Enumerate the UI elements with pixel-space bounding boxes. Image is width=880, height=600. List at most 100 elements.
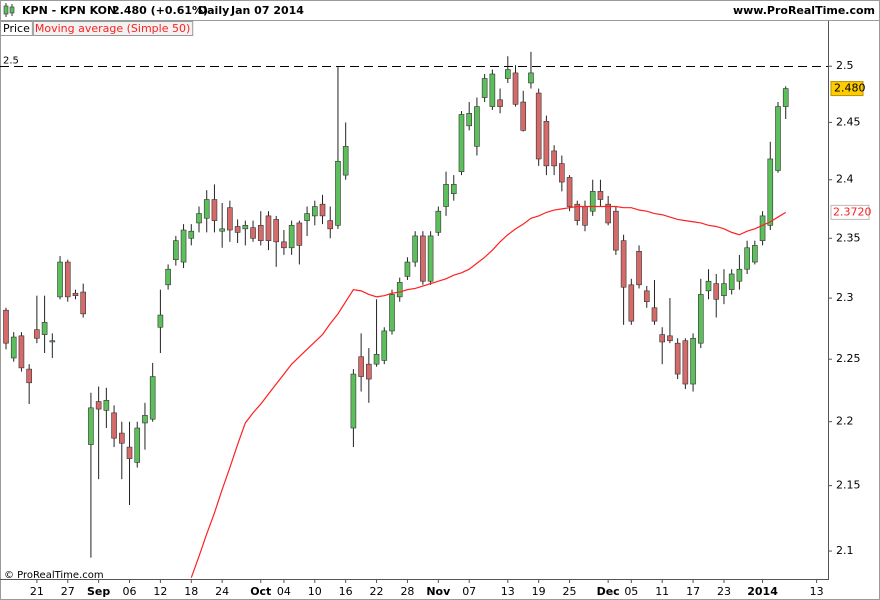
candle-body <box>41 322 48 335</box>
candle-body <box>165 268 171 286</box>
candle-body <box>196 213 202 224</box>
candle-body <box>481 78 488 98</box>
last-price-box <box>830 81 864 97</box>
x-tick-label: 16 <box>339 585 353 598</box>
x-tick-label: 23 <box>717 585 731 598</box>
candle-body <box>26 368 32 384</box>
candle-body <box>420 235 426 282</box>
y-tick-label: 2.25 <box>836 352 861 365</box>
candle-body <box>18 335 25 369</box>
period: Daily <box>198 4 229 17</box>
plot <box>0 51 828 578</box>
candle-body <box>736 268 743 282</box>
candle-body <box>34 329 40 339</box>
y-tick-label: 2.3 <box>836 291 854 304</box>
date: Jan 07 2014 <box>230 4 304 17</box>
candle-body <box>273 219 280 243</box>
candle-body <box>250 227 256 239</box>
x-tick-label: Dec <box>597 585 620 598</box>
y-tick-label: 2.35 <box>836 231 861 244</box>
hline-label: 2.5 <box>3 56 19 67</box>
candle-body <box>489 73 496 107</box>
candle-body <box>49 340 56 343</box>
candle-body <box>759 215 766 241</box>
candle-body <box>512 72 519 105</box>
candle-body <box>327 220 334 230</box>
candle-body <box>80 291 86 315</box>
candle-body <box>450 184 457 194</box>
candle-body <box>227 207 233 231</box>
ma-line <box>190 205 787 578</box>
candle-body <box>366 363 372 380</box>
candle-body <box>682 340 689 385</box>
x-tick-label: 2014 <box>747 585 778 598</box>
x-tick-label: 07 <box>462 585 476 598</box>
candle-body <box>605 203 611 224</box>
legend-price: Price <box>3 22 30 35</box>
x-tick-label: 06 <box>123 585 137 598</box>
ma-last-box <box>830 204 870 220</box>
candle-body <box>559 163 565 183</box>
candle-body <box>350 373 357 429</box>
candle-body <box>721 283 727 296</box>
candle-body <box>620 240 627 288</box>
candle-body <box>234 226 241 233</box>
x-tick-label: 24 <box>215 585 229 598</box>
candle-body <box>504 69 511 79</box>
candle-body <box>474 106 480 147</box>
candle-body <box>265 215 272 241</box>
x-tick-label: 10 <box>308 585 322 598</box>
candle-body <box>389 294 395 332</box>
x-tick-label: 28 <box>400 585 414 598</box>
candle-body <box>713 283 720 300</box>
candle-body <box>72 292 79 296</box>
candle-body <box>520 101 527 131</box>
candle-body <box>458 114 465 172</box>
x-tick-label: Oct <box>250 585 271 598</box>
candle-body <box>543 120 550 167</box>
candle-body <box>219 228 225 232</box>
y-tick-label: 2.45 <box>836 115 861 128</box>
candle-body <box>396 282 403 298</box>
candle-body <box>173 240 179 260</box>
candle-body <box>64 261 71 298</box>
candle-body <box>149 376 156 420</box>
candle-body <box>497 99 503 107</box>
candle-body <box>667 335 673 342</box>
candle-body <box>134 427 141 463</box>
candle-body <box>281 241 287 249</box>
candle-body <box>582 206 588 226</box>
candle-body <box>95 401 102 410</box>
x-tick-label: 17 <box>686 585 700 598</box>
x-tick-label: 04 <box>277 585 291 598</box>
x-tick-label: 27 <box>61 585 75 598</box>
candle-body <box>613 210 619 251</box>
quote: 2.480 (+0.61%) <box>112 4 208 17</box>
x-tick-label: 22 <box>370 585 384 598</box>
candle-body <box>203 199 210 219</box>
candle-body <box>775 106 781 171</box>
x-tick-label: Sep <box>87 585 110 598</box>
candle-body <box>535 92 542 160</box>
x-tick-label: 25 <box>563 585 577 598</box>
y-tick-label: 2.4 <box>836 173 854 186</box>
candle-body <box>728 273 735 290</box>
x-tick-label: 19 <box>532 585 546 598</box>
legend-entry: Moving average (Simple 50) <box>35 22 190 35</box>
candle-body <box>589 191 596 212</box>
candle-body <box>767 158 774 226</box>
candle-body <box>335 160 341 226</box>
x-tick-label: 18 <box>184 585 198 598</box>
chart-title: KPN - KPN KON <box>22 4 116 17</box>
candle-body <box>119 432 125 444</box>
candle-body <box>373 353 380 365</box>
candle-body <box>180 229 187 263</box>
candle-body <box>674 342 681 375</box>
candle-body <box>296 222 303 246</box>
candle-body <box>142 415 148 424</box>
x-tick-label: Nov <box>426 585 451 598</box>
header-icon <box>3 3 15 17</box>
candle-body <box>111 412 117 439</box>
candle-body <box>311 206 318 217</box>
